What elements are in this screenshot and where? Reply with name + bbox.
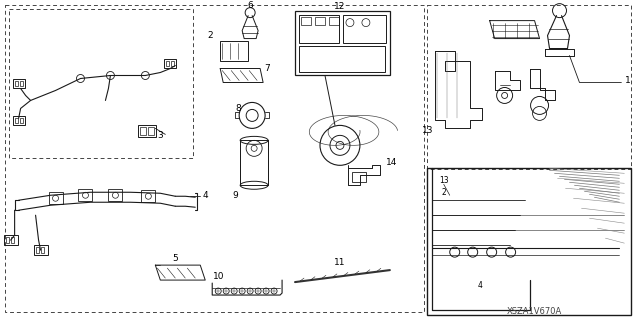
- Bar: [301, 17, 311, 25]
- Text: 2: 2: [442, 188, 446, 197]
- Bar: [13, 116, 24, 125]
- Bar: [11, 237, 13, 243]
- Bar: [141, 190, 156, 202]
- Bar: [33, 245, 47, 255]
- Bar: [49, 192, 63, 204]
- Text: 2: 2: [207, 31, 213, 40]
- Bar: [13, 79, 24, 88]
- Bar: [140, 127, 147, 135]
- Text: 1: 1: [625, 76, 630, 85]
- Text: 13: 13: [439, 176, 449, 185]
- Bar: [295, 11, 390, 76]
- Bar: [329, 17, 339, 25]
- Bar: [148, 127, 154, 135]
- Bar: [427, 5, 632, 169]
- Text: 8: 8: [236, 104, 241, 113]
- Bar: [220, 41, 248, 61]
- Bar: [240, 140, 268, 185]
- Bar: [164, 58, 176, 68]
- Bar: [20, 118, 22, 123]
- Bar: [172, 61, 174, 65]
- Text: 4: 4: [202, 191, 208, 200]
- Bar: [352, 172, 366, 182]
- Bar: [315, 17, 325, 25]
- Text: 3: 3: [157, 131, 163, 140]
- Bar: [166, 61, 170, 65]
- Bar: [4, 235, 18, 245]
- Text: XSZA1V670A: XSZA1V670A: [507, 307, 562, 315]
- Bar: [138, 125, 156, 137]
- Text: 9: 9: [232, 191, 238, 200]
- Bar: [40, 247, 44, 253]
- Bar: [108, 189, 122, 201]
- Text: 5: 5: [172, 254, 178, 263]
- Text: 11: 11: [334, 258, 346, 267]
- Text: 12: 12: [334, 2, 346, 11]
- Text: 7: 7: [264, 64, 270, 73]
- Text: 14: 14: [386, 158, 397, 167]
- Bar: [79, 189, 92, 201]
- Bar: [343, 15, 386, 42]
- Bar: [4, 5, 424, 312]
- Text: 6: 6: [247, 1, 253, 10]
- Bar: [20, 81, 22, 86]
- Bar: [36, 247, 38, 253]
- Bar: [15, 118, 18, 123]
- Bar: [427, 168, 632, 315]
- Bar: [299, 15, 339, 42]
- Bar: [299, 46, 385, 71]
- Bar: [6, 237, 8, 243]
- Bar: [8, 9, 193, 158]
- Bar: [15, 81, 18, 86]
- Text: 4: 4: [477, 281, 482, 290]
- Text: 13: 13: [422, 126, 433, 135]
- Text: 10: 10: [212, 271, 224, 281]
